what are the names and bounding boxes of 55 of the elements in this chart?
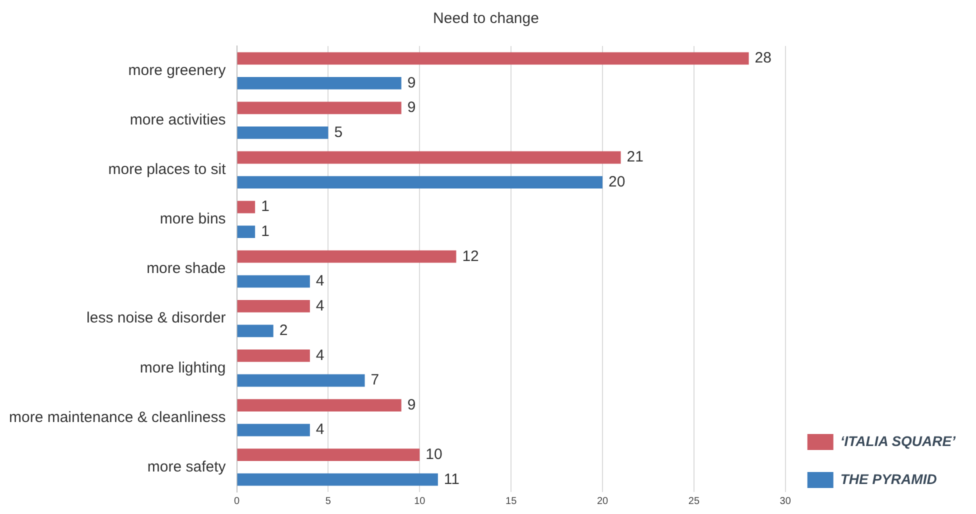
data-label: 1 xyxy=(261,198,270,216)
legend-label: THE PYRAMID xyxy=(840,470,937,487)
y-tick-label: more lighting xyxy=(140,359,226,376)
x-tick-label: 0 xyxy=(234,496,240,507)
bar xyxy=(237,448,420,462)
data-label: 28 xyxy=(754,50,772,67)
bar xyxy=(237,151,621,164)
bar xyxy=(237,324,274,338)
bar xyxy=(237,176,603,188)
data-label: 20 xyxy=(608,173,626,190)
y-tick-label: more greenery xyxy=(128,62,226,79)
bar xyxy=(237,300,310,312)
data-label: 4 xyxy=(316,272,324,290)
data-label: 4 xyxy=(316,346,324,364)
x-tick-label: 25 xyxy=(688,496,700,507)
data-label: 9 xyxy=(407,74,416,92)
data-label: 9 xyxy=(407,396,416,414)
data-label: 1 xyxy=(261,222,270,240)
y-tick-label: more safety xyxy=(147,458,226,476)
bar xyxy=(237,350,310,362)
y-tick-label: more bins xyxy=(160,210,226,228)
x-tick-label: 5 xyxy=(325,496,332,507)
chart-title: Need to change xyxy=(433,10,539,28)
y-tick-label: less noise & disorder xyxy=(86,310,226,327)
data-label: 7 xyxy=(370,372,380,389)
x-tick-label: 20 xyxy=(596,496,609,507)
bar xyxy=(237,424,310,436)
legend-label: ‘ITALIA SQUARE’ xyxy=(840,432,957,449)
bar xyxy=(237,200,256,214)
x-tick-label: 30 xyxy=(780,496,792,507)
bar xyxy=(237,250,456,263)
data-label: 10 xyxy=(426,446,442,463)
bar xyxy=(237,374,365,387)
bar xyxy=(237,102,402,114)
bar xyxy=(237,275,310,288)
bar xyxy=(237,473,438,486)
data-label: 12 xyxy=(462,248,479,265)
data-label: 4 xyxy=(316,421,324,438)
bar xyxy=(237,76,402,90)
bar xyxy=(237,226,256,238)
y-tick-label: more shade xyxy=(146,260,226,278)
y-tick-label: more maintenance & cleanliness xyxy=(8,408,226,426)
data-label: 21 xyxy=(626,148,644,166)
bar xyxy=(237,399,402,412)
y-tick-label: more places to sit xyxy=(108,161,227,178)
data-label: 11 xyxy=(444,470,460,488)
bar xyxy=(237,52,749,65)
data-label: 5 xyxy=(334,124,343,141)
bar xyxy=(237,126,328,139)
x-tick-label: 10 xyxy=(414,496,426,507)
data-label: 4 xyxy=(316,297,324,314)
data-label: 9 xyxy=(407,99,416,116)
x-tick-label: 15 xyxy=(506,496,518,507)
data-label: 2 xyxy=(279,322,288,340)
y-tick-label: more activities xyxy=(130,111,226,128)
